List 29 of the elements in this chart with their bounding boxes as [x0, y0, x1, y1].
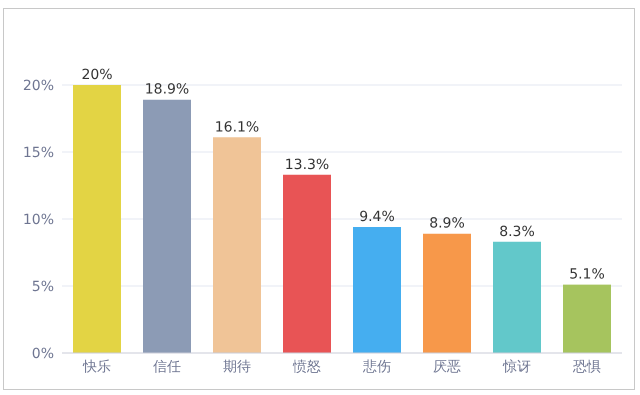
bar	[423, 234, 471, 353]
x-tick-label: 悲伤	[362, 358, 391, 375]
data-label: 8.3%	[499, 224, 535, 240]
bar	[353, 227, 401, 353]
x-tick-label: 惊讶	[502, 358, 531, 375]
data-label: 18.9%	[144, 82, 190, 98]
data-label: 20%	[81, 67, 113, 83]
x-tick-label: 愤怒	[292, 358, 321, 375]
data-label: 5.1%	[569, 266, 605, 283]
data-label: 13.3%	[284, 156, 330, 173]
y-tick-label: 15%	[22, 144, 54, 161]
bar	[143, 100, 191, 353]
bar	[73, 85, 121, 353]
data-label: 9.4%	[359, 209, 395, 226]
x-tick-label: 期待	[223, 358, 251, 375]
x-tick-label: 信任	[153, 358, 181, 375]
bar	[283, 174, 331, 353]
x-tick-label: 厌恶	[433, 358, 461, 375]
data-label: 16.1%	[214, 119, 260, 136]
x-tick-label: 快乐	[82, 358, 111, 375]
bar	[493, 242, 541, 353]
y-tick-label: 0%	[32, 346, 54, 362]
y-tick-label: 5%	[32, 278, 54, 295]
y-tick-label: 20%	[22, 78, 54, 94]
x-tick-label: 恐惧	[572, 358, 601, 375]
y-tick-label: 10%	[22, 212, 54, 228]
data-label: 8.9%	[429, 216, 465, 232]
bar	[213, 137, 261, 353]
bar	[563, 284, 611, 353]
